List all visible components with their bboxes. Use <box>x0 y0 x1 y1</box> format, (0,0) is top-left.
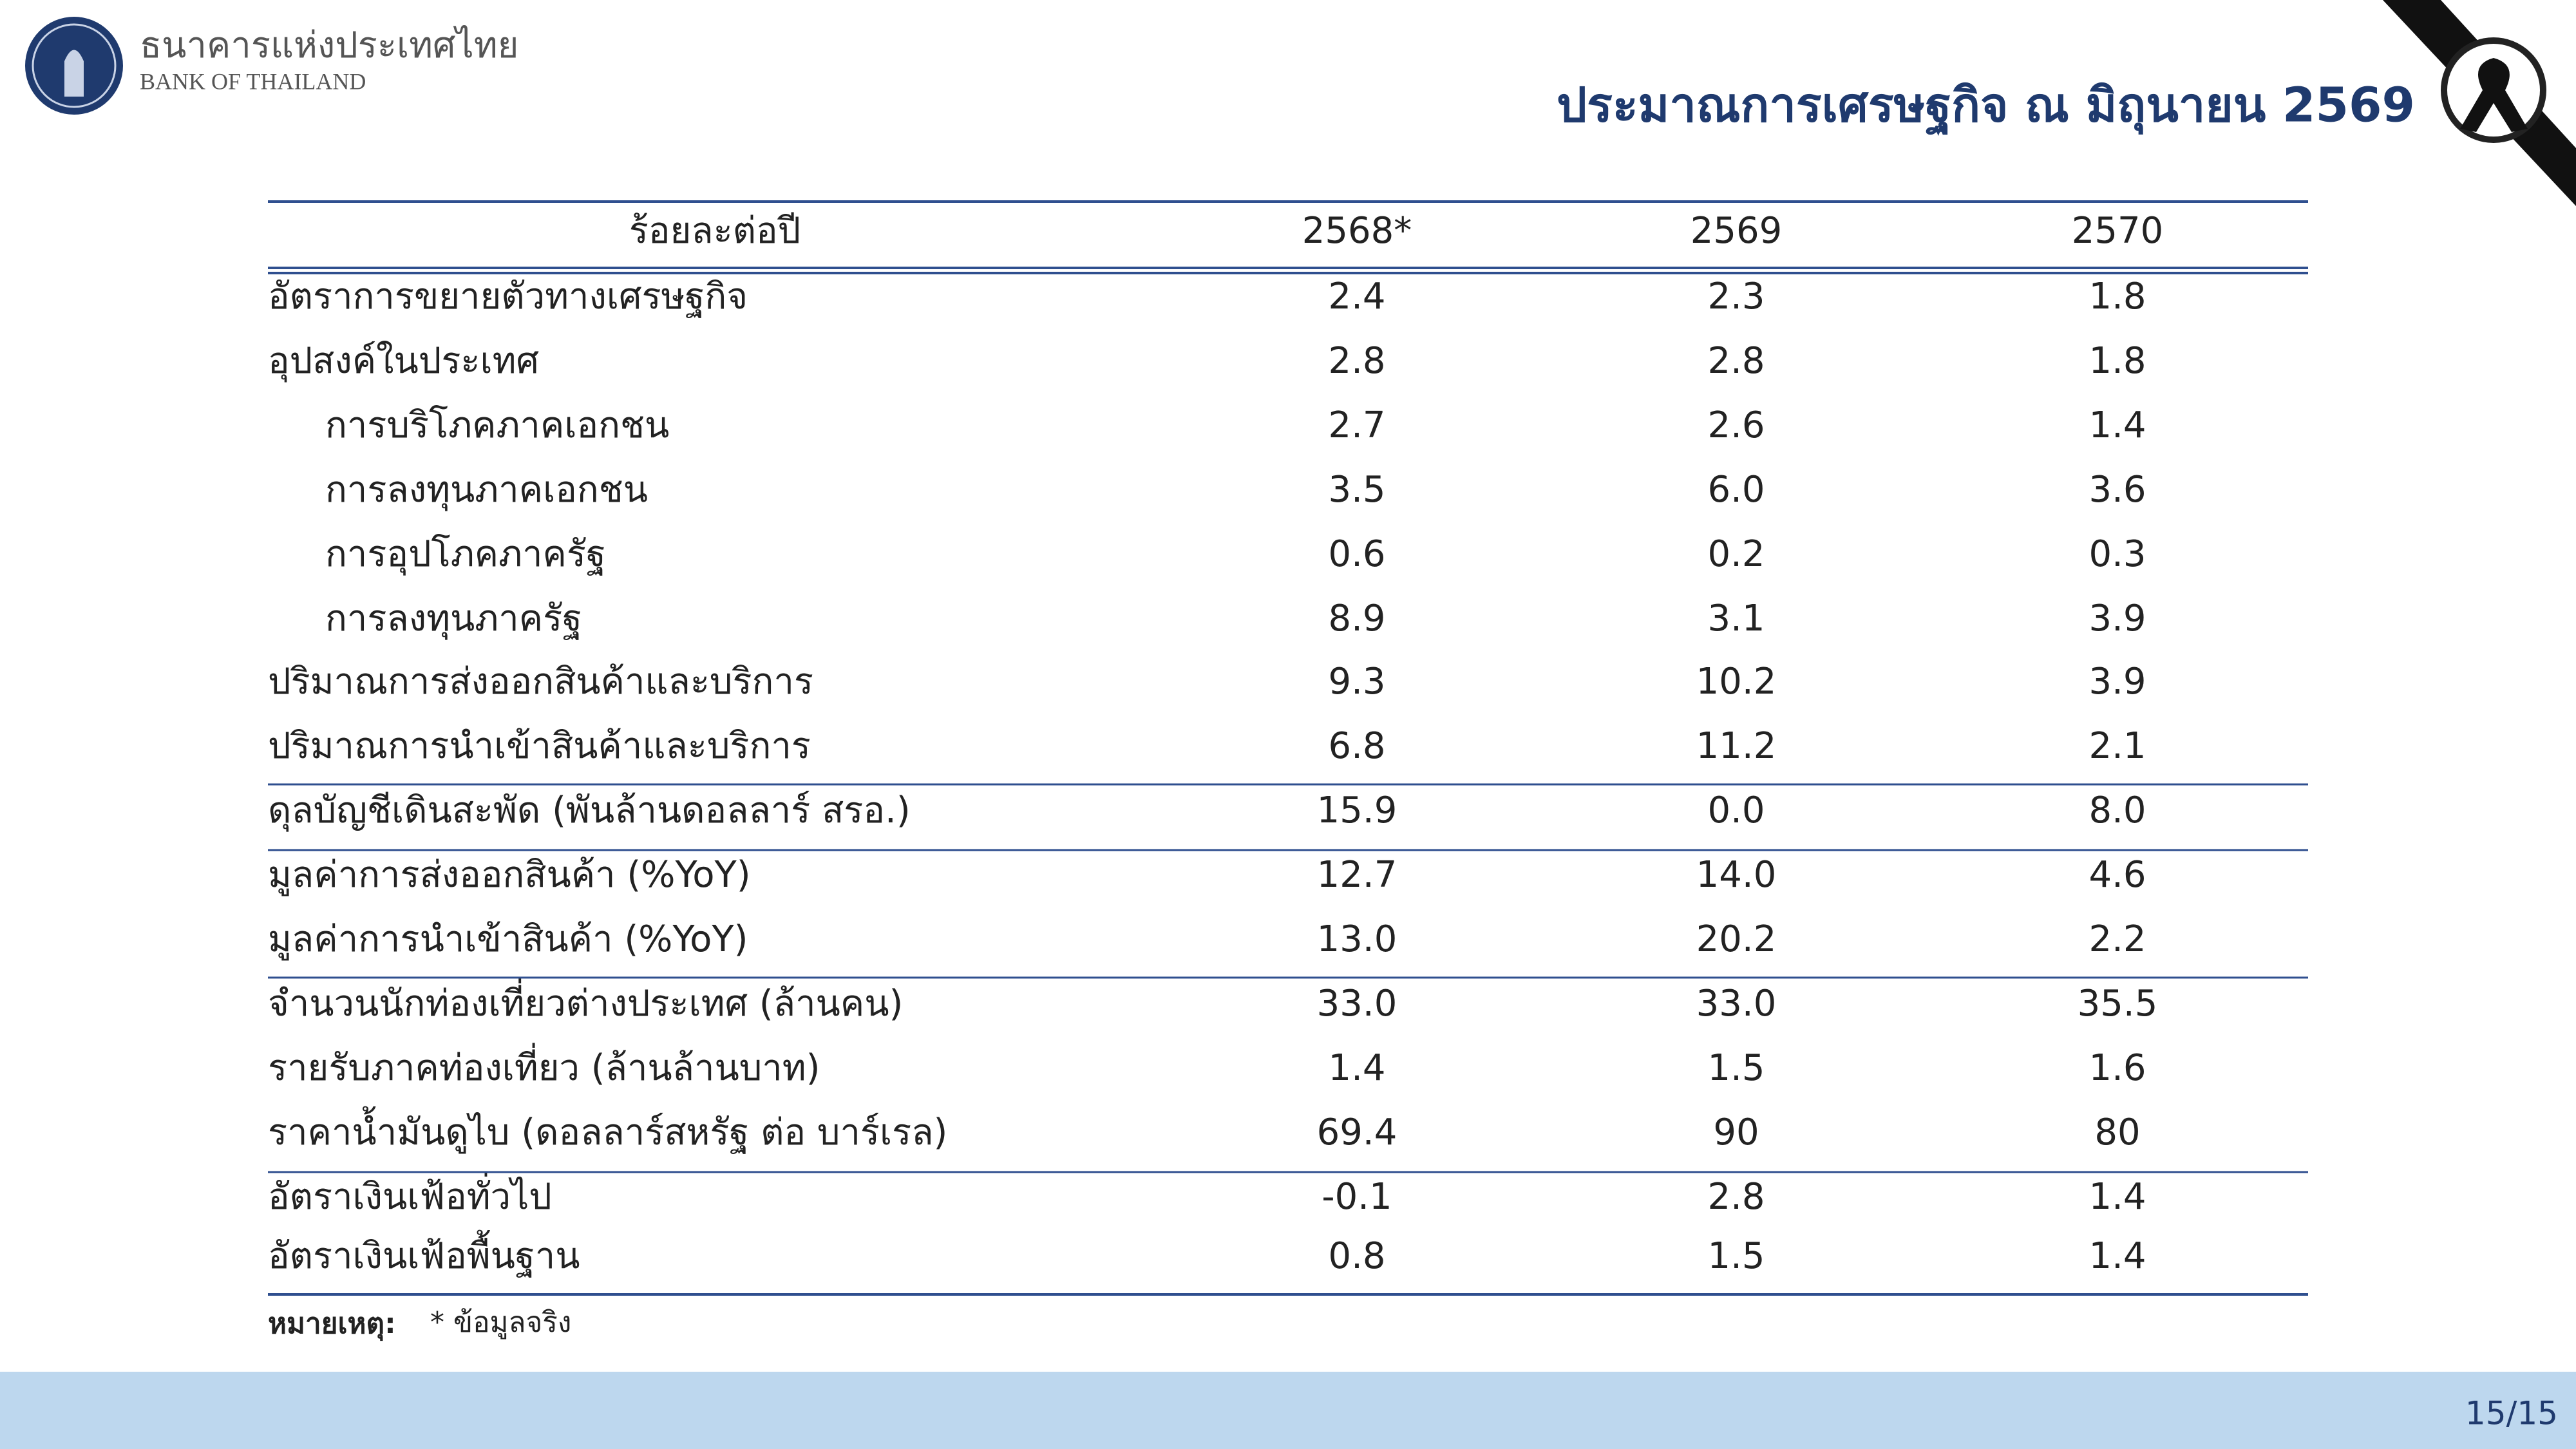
cell-value: 2.7 <box>1328 404 1385 446</box>
cell-value: 3.9 <box>2088 598 2146 639</box>
row-label: มูลค่าการส่งออกสินค้า (%YoY) <box>268 854 751 896</box>
column-header: 2568* <box>1302 210 1412 252</box>
cell-value: 13.0 <box>1317 918 1397 960</box>
cell-value: 4.6 <box>2088 854 2146 896</box>
cell-value: 12.7 <box>1317 854 1397 896</box>
logo-ring <box>32 23 117 108</box>
cell-value: 10.2 <box>1696 661 1777 703</box>
cell-value: 2.8 <box>1707 1176 1765 1218</box>
cell-value: 1.4 <box>2088 1235 2146 1277</box>
cell-value: 3.6 <box>2088 469 2146 511</box>
row-label: จำนวนนักท่องเที่ยวต่างประเทศ (ล้านคน) <box>268 978 903 1025</box>
cell-value: 33.0 <box>1696 983 1777 1025</box>
row-label: อุปสงค์ในประเทศ <box>268 340 539 383</box>
column-header: 2569 <box>1690 210 1783 252</box>
cell-value: 3.1 <box>1707 598 1765 639</box>
row-label: การลงทุนภาคเอกชน <box>325 469 648 511</box>
cell-value: 11.2 <box>1696 725 1777 767</box>
cell-value: 1.4 <box>1328 1047 1385 1089</box>
cell-value: 8.0 <box>2088 790 2146 831</box>
cell-value: 2.4 <box>1328 276 1385 317</box>
cell-value: 14.0 <box>1696 854 1777 896</box>
cell-value: 1.5 <box>1707 1235 1765 1277</box>
cell-value: 3.5 <box>1328 469 1385 511</box>
cell-value: 2.3 <box>1707 276 1765 317</box>
row-label: อัตราการขยายตัวทางเศรษฐกิจ <box>268 276 748 317</box>
row-label: อัตราเงินเฟ้อทั่วไป <box>268 1171 552 1218</box>
cell-value: 69.4 <box>1317 1112 1397 1153</box>
column-header: 2570 <box>2072 210 2164 252</box>
cell-value: -0.1 <box>1321 1176 1392 1218</box>
column-header: ร้อยละต่อปี <box>629 210 800 252</box>
cell-value: 6.8 <box>1328 725 1385 767</box>
note-text: * ข้อมูลจริง <box>430 1306 571 1340</box>
cell-value: 35.5 <box>2078 983 2158 1025</box>
footer-band <box>0 1372 2576 1449</box>
cell-value: 2.6 <box>1707 404 1765 446</box>
logo-figure <box>64 50 84 97</box>
page-number: 15/15 <box>2465 1395 2558 1432</box>
cell-value: 0.2 <box>1707 533 1765 575</box>
cell-value: 0.8 <box>1328 1235 1385 1277</box>
cell-value: 1.8 <box>2088 340 2146 382</box>
cell-value: 0.6 <box>1328 533 1385 575</box>
cell-value: 2.1 <box>2088 725 2146 767</box>
row-label: การลงทุนภาครัฐ <box>325 598 582 640</box>
cell-value: 6.0 <box>1707 469 1765 511</box>
cell-value: 8.9 <box>1328 598 1385 639</box>
row-label: การอุปโภคภาครัฐ <box>325 533 606 576</box>
cell-value: 20.2 <box>1696 918 1777 960</box>
cell-value: 2.8 <box>1328 340 1385 382</box>
slide-title: ประมาณการเศรษฐกิจ ณ มิถุนายน 2569 <box>1557 78 2415 137</box>
row-label: ราคาน้ำมันดูไบ (ดอลลาร์สหรัฐ ต่อ บาร์เรล… <box>268 1106 947 1154</box>
cell-value: 3.9 <box>2088 661 2146 703</box>
cell-value: 2.8 <box>1707 340 1765 382</box>
cell-value: 80 <box>2094 1112 2140 1153</box>
row-label: ดุลบัญชีเดินสะพัด (พันล้านดอลลาร์ สรอ.) <box>268 790 911 832</box>
bank-name-th: ธนาคารแห่งประเทศไทย <box>140 24 518 66</box>
cell-value: 33.0 <box>1317 983 1397 1025</box>
cell-value: 1.4 <box>2088 1176 2146 1218</box>
cell-value: 1.5 <box>1707 1047 1765 1089</box>
cell-value: 0.3 <box>2088 533 2146 575</box>
cell-value: 2.2 <box>2088 918 2146 960</box>
row-label: มูลค่าการนำเข้าสินค้า (%YoY) <box>268 918 748 961</box>
row-label: อัตราเงินเฟ้อพื้นฐาน <box>268 1230 580 1277</box>
row-label: การบริโภคภาคเอกชน <box>325 404 669 446</box>
cell-value: 0.0 <box>1707 790 1765 831</box>
note-label: หมายเหตุ: <box>268 1307 396 1341</box>
cell-value: 9.3 <box>1328 661 1385 703</box>
cell-value: 1.6 <box>2088 1047 2146 1089</box>
row-label: ปริมาณการนำเข้าสินค้าและบริการ <box>268 725 811 767</box>
cell-value: 90 <box>1713 1112 1759 1153</box>
ribbon <box>2460 58 2528 132</box>
bank-name-en: BANK OF THAILAND <box>140 68 366 94</box>
cell-value: 1.8 <box>2088 276 2146 317</box>
row-label: รายรับภาคท่องเที่ยว (ล้านล้านบาท) <box>268 1043 820 1089</box>
cell-value: 15.9 <box>1317 790 1397 831</box>
table: ร้อยละต่อปี 2568* 2569 2570 อัตราการขยายตัวท… <box>268 200 2308 1296</box>
row-label: ปริมาณการส่งออกสินค้าและบริการ <box>268 661 813 703</box>
cell-value: 1.4 <box>2088 404 2146 446</box>
